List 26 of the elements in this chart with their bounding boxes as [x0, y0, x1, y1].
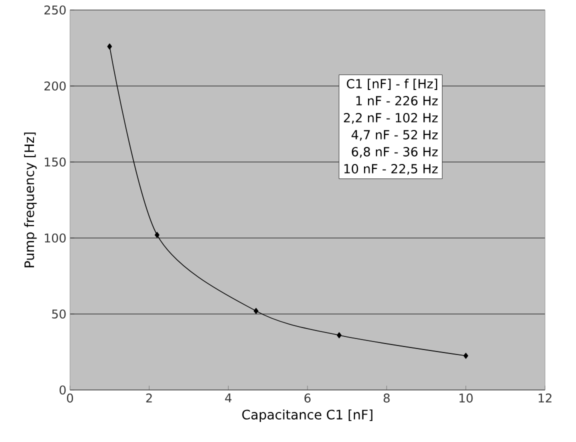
- point: [107, 43, 112, 50]
- annotation: 10 nF - 22,5 Hz: [344, 164, 438, 175]
- y-tick-label: 150: [44, 157, 66, 167]
- point: [463, 352, 468, 359]
- x-axis-title: Capacitance C1 [nF]: [242, 409, 372, 422]
- x-tick-label: 0: [66, 394, 74, 403]
- y-tick-label: 100: [44, 233, 66, 243]
- x-tick-label: 2: [146, 394, 152, 402]
- y-tick-label: 50: [52, 309, 66, 319]
- annotation: 1 nF - 226 Hz: [356, 96, 438, 106]
- y-axis-title: Pump frequency [Hz]: [24, 132, 37, 268]
- x-tick-label: 12: [538, 394, 552, 402]
- annotation: 2,2 nF - 102 Hz: [344, 113, 438, 124]
- x-tick-label: 10: [460, 394, 473, 403]
- point: [336, 332, 342, 338]
- annotation: C1 [nF] - f [Hz]: [346, 78, 438, 90]
- annotation: 6,8 nF - 36 Hz: [352, 147, 438, 158]
- y-tick-label: 0: [60, 385, 66, 395]
- x-tick-label: 4: [225, 394, 232, 402]
- point: [154, 232, 160, 238]
- y-tick-label: 200: [44, 81, 66, 91]
- x-tick-label: 6: [304, 394, 311, 403]
- point: [254, 308, 258, 314]
- y-tick-label: 250: [44, 5, 66, 15]
- annotation: 4,7 nF - 52 Hz: [352, 130, 438, 141]
- x-tick-label: 8: [384, 394, 390, 403]
